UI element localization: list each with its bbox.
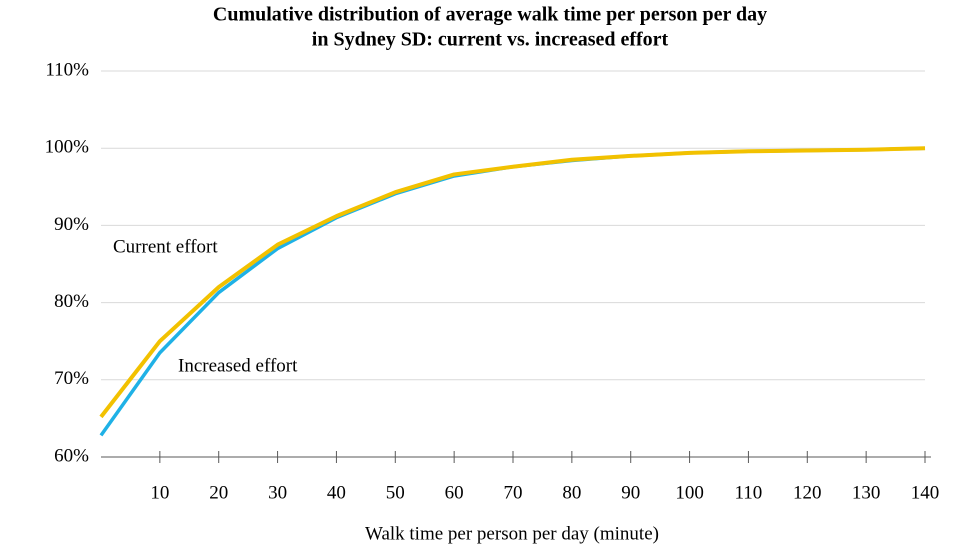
y-tick-label: 60% [54,445,89,466]
series-label: Current effort [113,236,218,257]
y-tick-label: 90% [54,214,89,235]
y-tick-label: 70% [54,368,89,389]
series-label: Increased effort [178,355,298,376]
x-axis-label: Walk time per person per day (minute) [365,523,659,544]
x-tick-label: 130 [852,482,881,503]
x-tick-label: 10 [150,482,169,503]
x-tick-label: 50 [386,482,405,503]
x-tick-label: 110 [735,482,763,503]
chart-title: Cumulative distribution of average walk … [213,4,767,26]
x-tick-label: 100 [675,482,704,503]
y-tick-label: 80% [54,291,89,312]
x-tick-label: 80 [562,482,581,503]
x-tick-label: 40 [327,482,346,503]
x-tick-label: 70 [504,482,523,503]
series-line [99,146,926,419]
y-tick-label: 110% [45,59,89,80]
x-tick-label: 140 [911,482,940,503]
y-tick-label: 100% [45,137,90,158]
x-tick-label: 120 [793,482,822,503]
series-line [99,146,926,437]
x-tick-label: 20 [209,482,228,503]
x-tick-label: 60 [445,482,464,503]
x-tick-label: 90 [621,482,640,503]
x-tick-label: 30 [268,482,287,503]
chart-title: in Sydney SD: current vs. increased effo… [312,29,669,51]
